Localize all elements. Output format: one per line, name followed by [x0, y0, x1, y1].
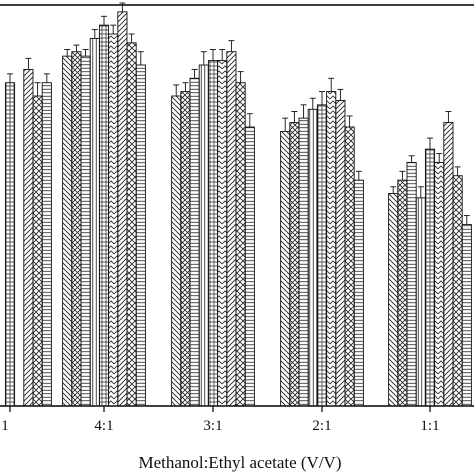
error-bar-4-6 — [328, 77, 335, 92]
bar-2-1 — [62, 55, 73, 407]
bar-2-9 — [135, 64, 146, 407]
error-bar-2-5 — [101, 15, 107, 26]
bar-4-7 — [335, 99, 346, 407]
error-bar-1-9 — [43, 73, 50, 83]
bar-4-9 — [353, 179, 364, 407]
error-bar-1-7 — [25, 57, 32, 70]
error-bar-4-9 — [355, 170, 362, 181]
bar-5-8 — [452, 175, 463, 407]
error-bar-5-5 — [427, 137, 433, 150]
error-bar-5-8 — [454, 166, 461, 176]
error-bar-3-7 — [228, 40, 235, 52]
error-bar-3-2 — [182, 82, 189, 92]
bar-2-7 — [117, 11, 128, 407]
error-bar-3-6 — [219, 49, 226, 61]
bar-4-6 — [326, 91, 337, 407]
error-bars-layer — [7, 2, 470, 225]
bar-5-3 — [406, 161, 417, 407]
bar-3-9 — [244, 126, 255, 407]
bar-5-2 — [397, 179, 408, 407]
error-bar-4-3 — [300, 104, 307, 119]
error-bar-3-4 — [200, 51, 207, 65]
bar-5-7 — [443, 122, 454, 407]
error-bar-3-1 — [173, 84, 180, 96]
error-bar-2-7 — [119, 2, 126, 12]
error-bar-2-2 — [73, 44, 80, 52]
error-bar-5-4 — [417, 186, 424, 198]
bar-1-9 — [41, 82, 52, 407]
error-bar-2-4 — [91, 29, 98, 39]
x-tick-label-1: 1 — [1, 418, 9, 434]
bar-2-2 — [71, 51, 82, 407]
bar-4-1 — [280, 130, 291, 407]
bar-5-9 — [461, 223, 472, 407]
bar-2-6 — [108, 33, 119, 407]
bar-2-3 — [80, 55, 91, 407]
bar-3-5 — [207, 60, 219, 407]
bar-5-5 — [424, 148, 436, 407]
bar-3-1 — [171, 95, 182, 407]
bar-1-8 — [32, 95, 43, 407]
x-ticks-layer — [9, 406, 431, 412]
error-bar-5-3 — [408, 155, 415, 163]
bar-3-3 — [189, 77, 200, 407]
error-bar-1-8 — [34, 82, 41, 96]
bar-3-8 — [235, 82, 246, 407]
x-tick-labels-layer: 1 4:1 3:1 2:1 1:1 — [1, 418, 439, 434]
error-bar-2-6 — [110, 24, 117, 34]
bar-2-4 — [89, 37, 100, 407]
bar-5-4 — [415, 197, 426, 407]
bar-2-5 — [98, 24, 110, 407]
error-bar-2-3 — [82, 49, 89, 57]
error-bar-4-5 — [319, 91, 325, 105]
bar-5-6 — [434, 161, 445, 407]
bar-4-5 — [316, 104, 328, 407]
bar-5-1 — [388, 192, 399, 407]
error-bar-3-9 — [246, 113, 253, 127]
error-bar-3-5 — [210, 49, 216, 61]
error-bar-3-3 — [191, 68, 198, 79]
error-bar-2-9 — [137, 51, 144, 65]
error-bar-1-5 — [7, 73, 13, 83]
error-bar-4-4 — [309, 97, 316, 110]
error-bar-5-1 — [390, 186, 397, 194]
bar-4-8 — [344, 126, 355, 407]
error-bar-2-8 — [128, 33, 135, 43]
error-bar-4-7 — [337, 88, 344, 101]
error-bar-4-2 — [291, 111, 298, 123]
bar-3-6 — [217, 60, 228, 407]
error-bar-4-1 — [282, 117, 289, 132]
error-bar-5-7 — [445, 111, 452, 123]
error-bar-5-9 — [463, 215, 470, 225]
bar-4-4 — [307, 108, 318, 407]
bar-3-4 — [198, 64, 209, 407]
x-tick-label-5: 1:1 — [420, 418, 439, 434]
bar-3-7 — [226, 51, 237, 407]
bar-2-8 — [126, 42, 137, 407]
x-tick-label-3: 3:1 — [203, 418, 222, 434]
bar-4-3 — [298, 117, 309, 407]
error-bar-4-8 — [346, 115, 353, 127]
bar-1-7 — [23, 68, 34, 407]
error-bar-2-1 — [64, 49, 71, 57]
bars-layer — [4, 11, 472, 407]
error-bar-5-6 — [436, 153, 443, 163]
error-bar-3-8 — [237, 71, 244, 83]
x-tick-label-2: 4:1 — [94, 418, 113, 434]
bar-1-5 — [4, 82, 16, 407]
error-bar-5-2 — [399, 170, 406, 181]
x-tick-label-4: 2:1 — [312, 418, 331, 434]
bar-3-2 — [180, 91, 191, 407]
x-axis-title: Methanol:Ethyl acetate (V/V) — [139, 453, 342, 472]
bar-4-2 — [289, 122, 300, 407]
